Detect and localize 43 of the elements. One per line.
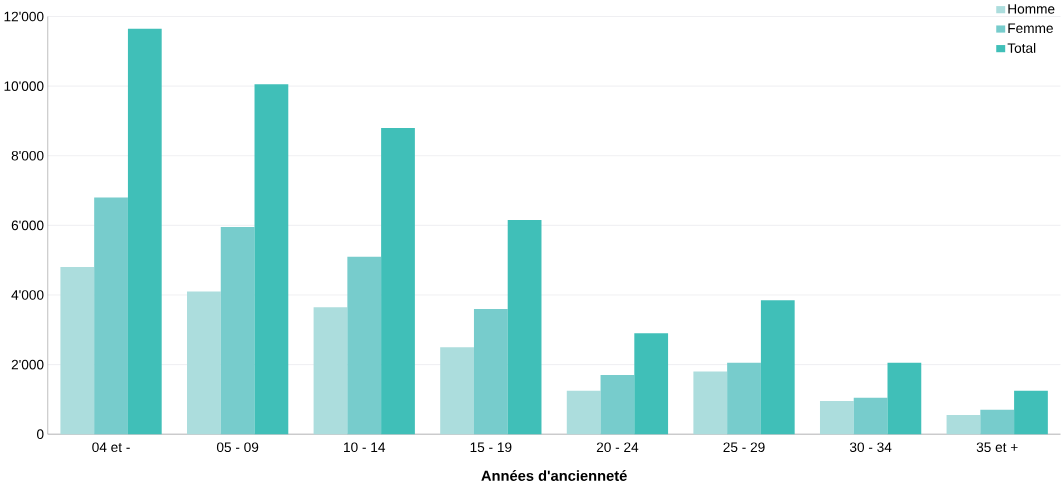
bar [254, 84, 289, 434]
bar [313, 306, 348, 434]
bar [1014, 390, 1048, 434]
bar [220, 226, 255, 434]
bar [727, 362, 761, 434]
x-tick-label: 05 - 09 [216, 442, 259, 452]
bar [634, 333, 669, 434]
bar [819, 400, 854, 434]
x-tick-label: 35 et + [976, 442, 1018, 452]
bar [760, 299, 795, 434]
bar [946, 414, 981, 434]
bar [440, 346, 474, 434]
bar [980, 409, 1015, 434]
legend-label: Total [1007, 42, 1036, 53]
y-tick-label: 8'000 [11, 150, 44, 161]
x-tick-label: 10 - 14 [344, 442, 386, 452]
bar [187, 291, 221, 434]
y-tick-label: 12'000 [4, 11, 44, 22]
bar [60, 266, 95, 434]
bar [347, 256, 382, 434]
x-tick-label: 20 - 24 [596, 442, 639, 452]
bar [473, 308, 508, 434]
bar [507, 219, 542, 434]
x-tick-label: 30 - 34 [849, 442, 892, 452]
x-tick-label: 25 - 29 [723, 442, 765, 452]
legend-label: Femme [1008, 23, 1053, 33]
legend-label: Homme [1008, 3, 1055, 14]
y-tick-label: 0 [36, 429, 44, 439]
y-tick-label: 6'000 [11, 220, 44, 230]
bar [600, 374, 635, 434]
x-tick-label: 04 et - [92, 442, 130, 452]
bar [887, 362, 922, 434]
bar [127, 28, 162, 434]
y-tick-label: 4'000 [11, 289, 44, 300]
bar [566, 390, 601, 434]
bar [693, 371, 728, 434]
bar [94, 197, 128, 434]
x-axis-title: Années d'ancienneté [481, 469, 627, 481]
x-tick-label: 15 - 19 [470, 442, 512, 452]
bar [853, 397, 888, 434]
bar [381, 127, 415, 434]
y-tick-label: 2'000 [11, 359, 44, 370]
y-tick-label: 10'000 [4, 81, 44, 91]
